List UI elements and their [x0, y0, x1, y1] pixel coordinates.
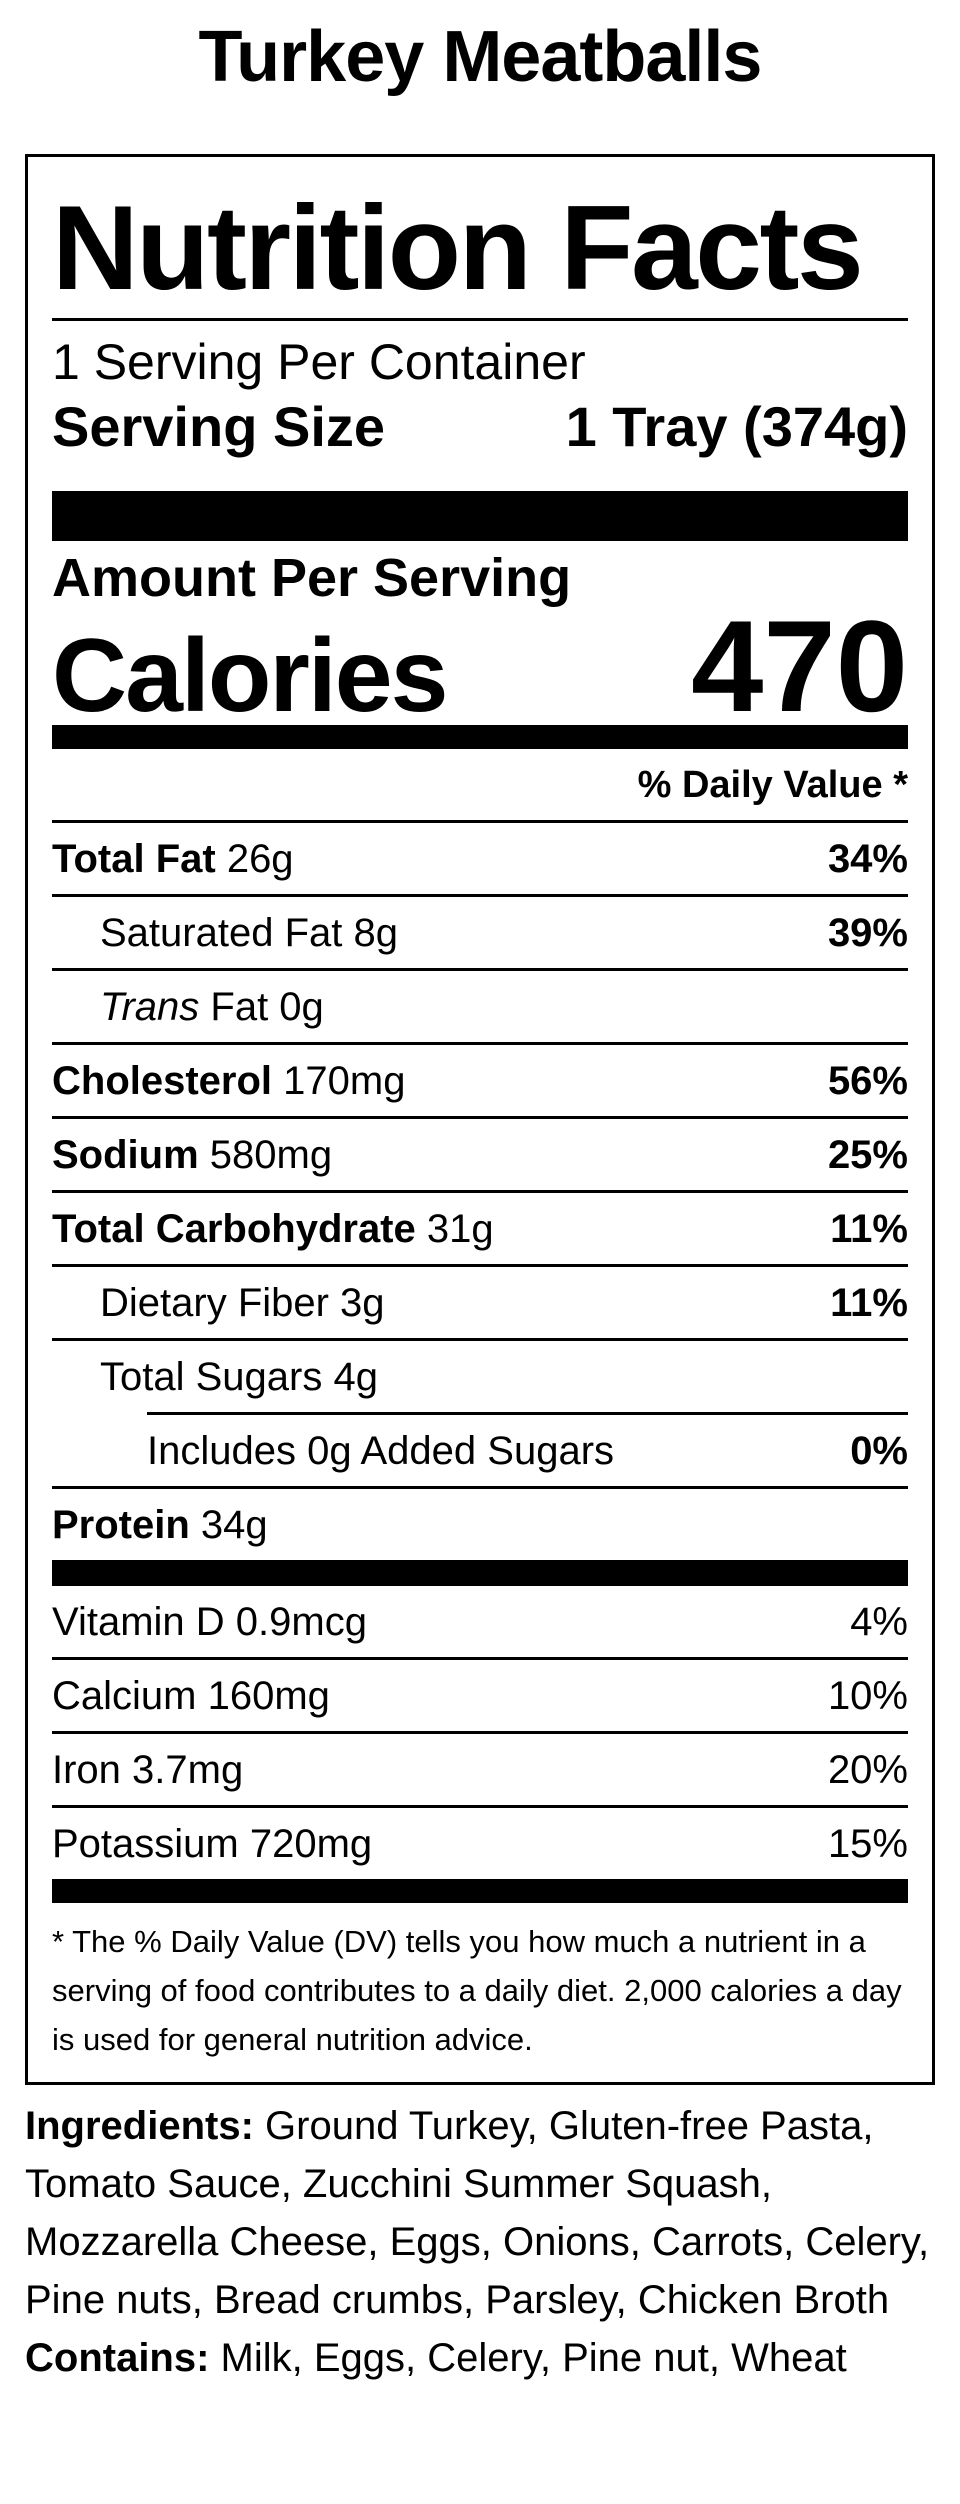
- nutrient-row: Cholesterol 170mg 56%: [52, 1045, 908, 1119]
- serving-size-row: Serving Size 1 Tray (374g): [52, 395, 908, 475]
- nutrient-name: Total Fat 26g: [52, 837, 294, 881]
- indented-divider: [147, 1412, 908, 1415]
- nutrient-daily-value: 56%: [827, 1059, 908, 1103]
- contains-line: Contains: Milk, Eggs, Celery, Pine nut, …: [25, 2329, 935, 2387]
- separator-bar: [52, 725, 908, 749]
- vitamin-name: Vitamin D 0.9mcg: [52, 1600, 367, 1644]
- nutrient-name: Includes 0g Added Sugars: [147, 1429, 615, 1473]
- nutrient-daily-value: 39%: [827, 911, 908, 955]
- divider: [52, 318, 908, 321]
- nutrient-name: Total Carbohydrate 31g: [52, 1207, 494, 1251]
- ingredients-label: Ingredients:: [25, 2104, 254, 2148]
- nutrient-row: Saturated Fat 8g 39%: [52, 897, 908, 971]
- ingredients-line: Ingredients: Ground Turkey, Gluten-free …: [25, 2097, 935, 2329]
- nutrition-facts-label: Nutrition Facts 1 Serving Per Container …: [25, 154, 935, 2085]
- nutrient-row: Protein 34g: [52, 1489, 908, 1560]
- contains-text: Milk, Eggs, Celery, Pine nut, Wheat: [209, 2336, 847, 2380]
- nutrient-daily-value: 0%: [850, 1429, 908, 1473]
- nutrient-row: Trans Fat 0g: [52, 971, 908, 1045]
- nutrient-row: Total Carbohydrate 31g 11%: [52, 1193, 908, 1267]
- vitamin-name: Calcium 160mg: [52, 1674, 330, 1718]
- ingredients-text: Ground Turkey, Gluten-free Pasta, Tomato…: [25, 2104, 930, 2322]
- vitamin-daily-value: 10%: [827, 1674, 908, 1718]
- calories-row: Calories 470: [52, 593, 908, 739]
- serving-size-value: 1 Tray (374g): [565, 395, 908, 458]
- nutrient-rows: Total Fat 26g 34% Saturated Fat 8g 39% Trans…: [52, 823, 908, 1560]
- nutrient-name: Trans Fat 0g: [100, 985, 324, 1029]
- separator-bar: [52, 1879, 908, 1903]
- calories-label: Calories: [52, 618, 448, 734]
- nutrient-name: Protein 34g: [52, 1503, 268, 1547]
- daily-value-header: % Daily Value *: [52, 749, 908, 823]
- nutrition-facts-title: Nutrition Facts: [52, 181, 864, 315]
- vitamin-daily-value: 15%: [827, 1822, 908, 1866]
- vitamin-daily-value: 4%: [850, 1600, 908, 1644]
- nutrient-row: Total Fat 26g 34%: [52, 823, 908, 897]
- daily-value-footnote: * The % Daily Value (DV) tells you how m…: [52, 1924, 902, 2057]
- nutrient-row: Dietary Fiber 3g 11%: [52, 1267, 908, 1341]
- servings-per-container: 1 Serving Per Container: [52, 334, 586, 390]
- nutrient-row: Sodium 580mg 25%: [52, 1119, 908, 1193]
- nutrient-daily-value: 25%: [827, 1133, 908, 1177]
- amount-per-serving-label: Amount Per Serving: [52, 548, 572, 608]
- vitamin-row: Iron 3.7mg 20%: [52, 1734, 908, 1808]
- nutrient-name: Cholesterol 170mg: [52, 1059, 406, 1103]
- vitamin-row: Calcium 160mg 10%: [52, 1660, 908, 1734]
- nutrient-row: Includes 0g Added Sugars 0%: [52, 1415, 908, 1489]
- calories-value: 470: [691, 593, 908, 739]
- vitamin-rows: Vitamin D 0.9mcg 4% Calcium 160mg 10% Iron 3…: [52, 1586, 908, 1879]
- nutrient-name: Saturated Fat 8g: [100, 911, 398, 955]
- vitamin-row: Potassium 720mg 15%: [52, 1808, 908, 1879]
- ingredients-section: Ingredients: Ground Turkey, Gluten-free …: [25, 2097, 935, 2387]
- vitamin-name: Potassium 720mg: [52, 1822, 373, 1866]
- nutrient-name: Total Sugars 4g: [100, 1355, 378, 1399]
- vitamin-name: Iron 3.7mg: [52, 1748, 244, 1792]
- vitamin-daily-value: 20%: [827, 1748, 908, 1792]
- vitamin-row: Vitamin D 0.9mcg 4%: [52, 1586, 908, 1660]
- page-title: Turkey Meatballs: [198, 17, 763, 97]
- nutrient-row: Total Sugars 4g: [52, 1341, 908, 1412]
- nutrient-daily-value: 11%: [830, 1281, 908, 1325]
- nutrient-daily-value: 11%: [830, 1207, 908, 1251]
- nutrient-daily-value: 34%: [827, 837, 908, 881]
- nutrient-name: Dietary Fiber 3g: [100, 1281, 385, 1325]
- serving-size-label: Serving Size: [52, 395, 386, 458]
- thick-separator-bar: [52, 491, 908, 541]
- separator-bar: [52, 1560, 908, 1586]
- nutrient-name: Sodium 580mg: [52, 1133, 333, 1177]
- contains-label: Contains:: [25, 2336, 210, 2380]
